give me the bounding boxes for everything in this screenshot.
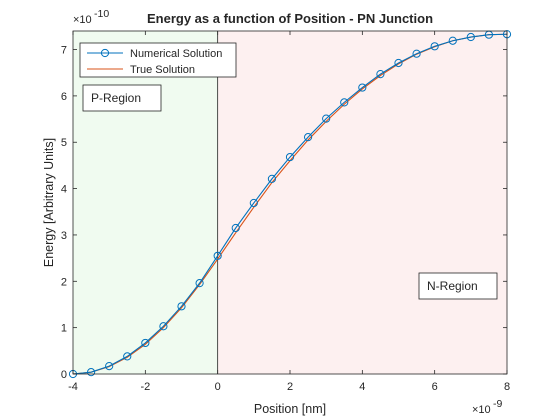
x-exponent-base: ×10 [472, 404, 491, 416]
legend: Numerical Solution True Solution [79, 42, 237, 78]
chart-title: Energy as a function of Position - PN Ju… [147, 11, 433, 26]
numerical-point [105, 362, 114, 371]
series-line-numerical-solution [72, 33, 508, 375]
x-tick-label: -4 [68, 381, 78, 393]
n-region-box [418, 272, 498, 300]
numerical-point [322, 114, 331, 123]
y-tick-label: 7 [61, 45, 67, 57]
x-tick-label: 2 [287, 381, 293, 393]
y-tick-label: 1 [61, 323, 67, 335]
numerical-point [448, 36, 457, 45]
numerical-point [358, 83, 367, 92]
x-exponent-power: -9 [493, 398, 502, 410]
y-exponent-power: -10 [94, 8, 109, 20]
axes: -4 -2 0 2 4 6 8 0 1 2 3 4 5 6 7 [61, 30, 510, 393]
x-tick-label: -2 [140, 381, 150, 393]
y-tick-label: 3 [61, 230, 67, 242]
numerical-point [86, 368, 96, 377]
region-bg-1 [217, 31, 507, 374]
numerical-point [285, 152, 295, 162]
p-region-label: P-Region [91, 91, 141, 105]
p-region-annotation: P-Region [82, 84, 162, 112]
legend-box [79, 42, 237, 78]
numerical-point [394, 58, 403, 68]
y-exponent-base: ×10 [73, 14, 92, 26]
y-tick-label: 4 [61, 184, 67, 196]
x-axis-exponent: ×10 -9 [472, 398, 502, 416]
x-tick-label: 6 [432, 381, 438, 393]
numerical-point [412, 49, 421, 58]
numerical-point [340, 98, 349, 107]
y-tick-label: 2 [61, 276, 67, 288]
legend-marker-numerical [100, 48, 110, 58]
y-tick-label: 0 [61, 369, 67, 381]
region-backgrounds [73, 31, 507, 374]
numerical-point [249, 198, 258, 208]
region-bg-0 [73, 31, 218, 374]
p-region-box [82, 84, 162, 112]
numerical-point [195, 279, 204, 288]
y-tick-label: 6 [61, 91, 67, 103]
numerical-point [466, 32, 475, 42]
n-region-annotation: N-Region [418, 272, 498, 300]
y-tick-label: 5 [61, 137, 67, 149]
series-layer [68, 30, 512, 379]
numerical-point [376, 70, 385, 79]
numerical-point [213, 251, 222, 260]
numerical-point [159, 322, 168, 331]
numerical-point [430, 42, 439, 51]
legend-label-numerical: Numerical Solution [130, 48, 222, 60]
y-axis-exponent: ×10 -10 [73, 8, 109, 26]
x-tick-label: 8 [504, 381, 510, 393]
x-tick-label: 4 [359, 381, 365, 393]
numerical-point [123, 352, 132, 361]
numerical-point [141, 338, 150, 348]
y-axis-label: Energy [Arbitrary Units] [42, 138, 56, 267]
n-region-label: N-Region [427, 279, 478, 293]
numerical-point [303, 133, 313, 142]
numerical-point [177, 302, 186, 311]
x-axis-label: Position [nm] [254, 402, 326, 416]
numerical-point [267, 174, 277, 183]
legend-label-true: True Solution [130, 64, 195, 76]
x-tick-label: 0 [215, 381, 221, 393]
numerical-point [231, 223, 240, 233]
